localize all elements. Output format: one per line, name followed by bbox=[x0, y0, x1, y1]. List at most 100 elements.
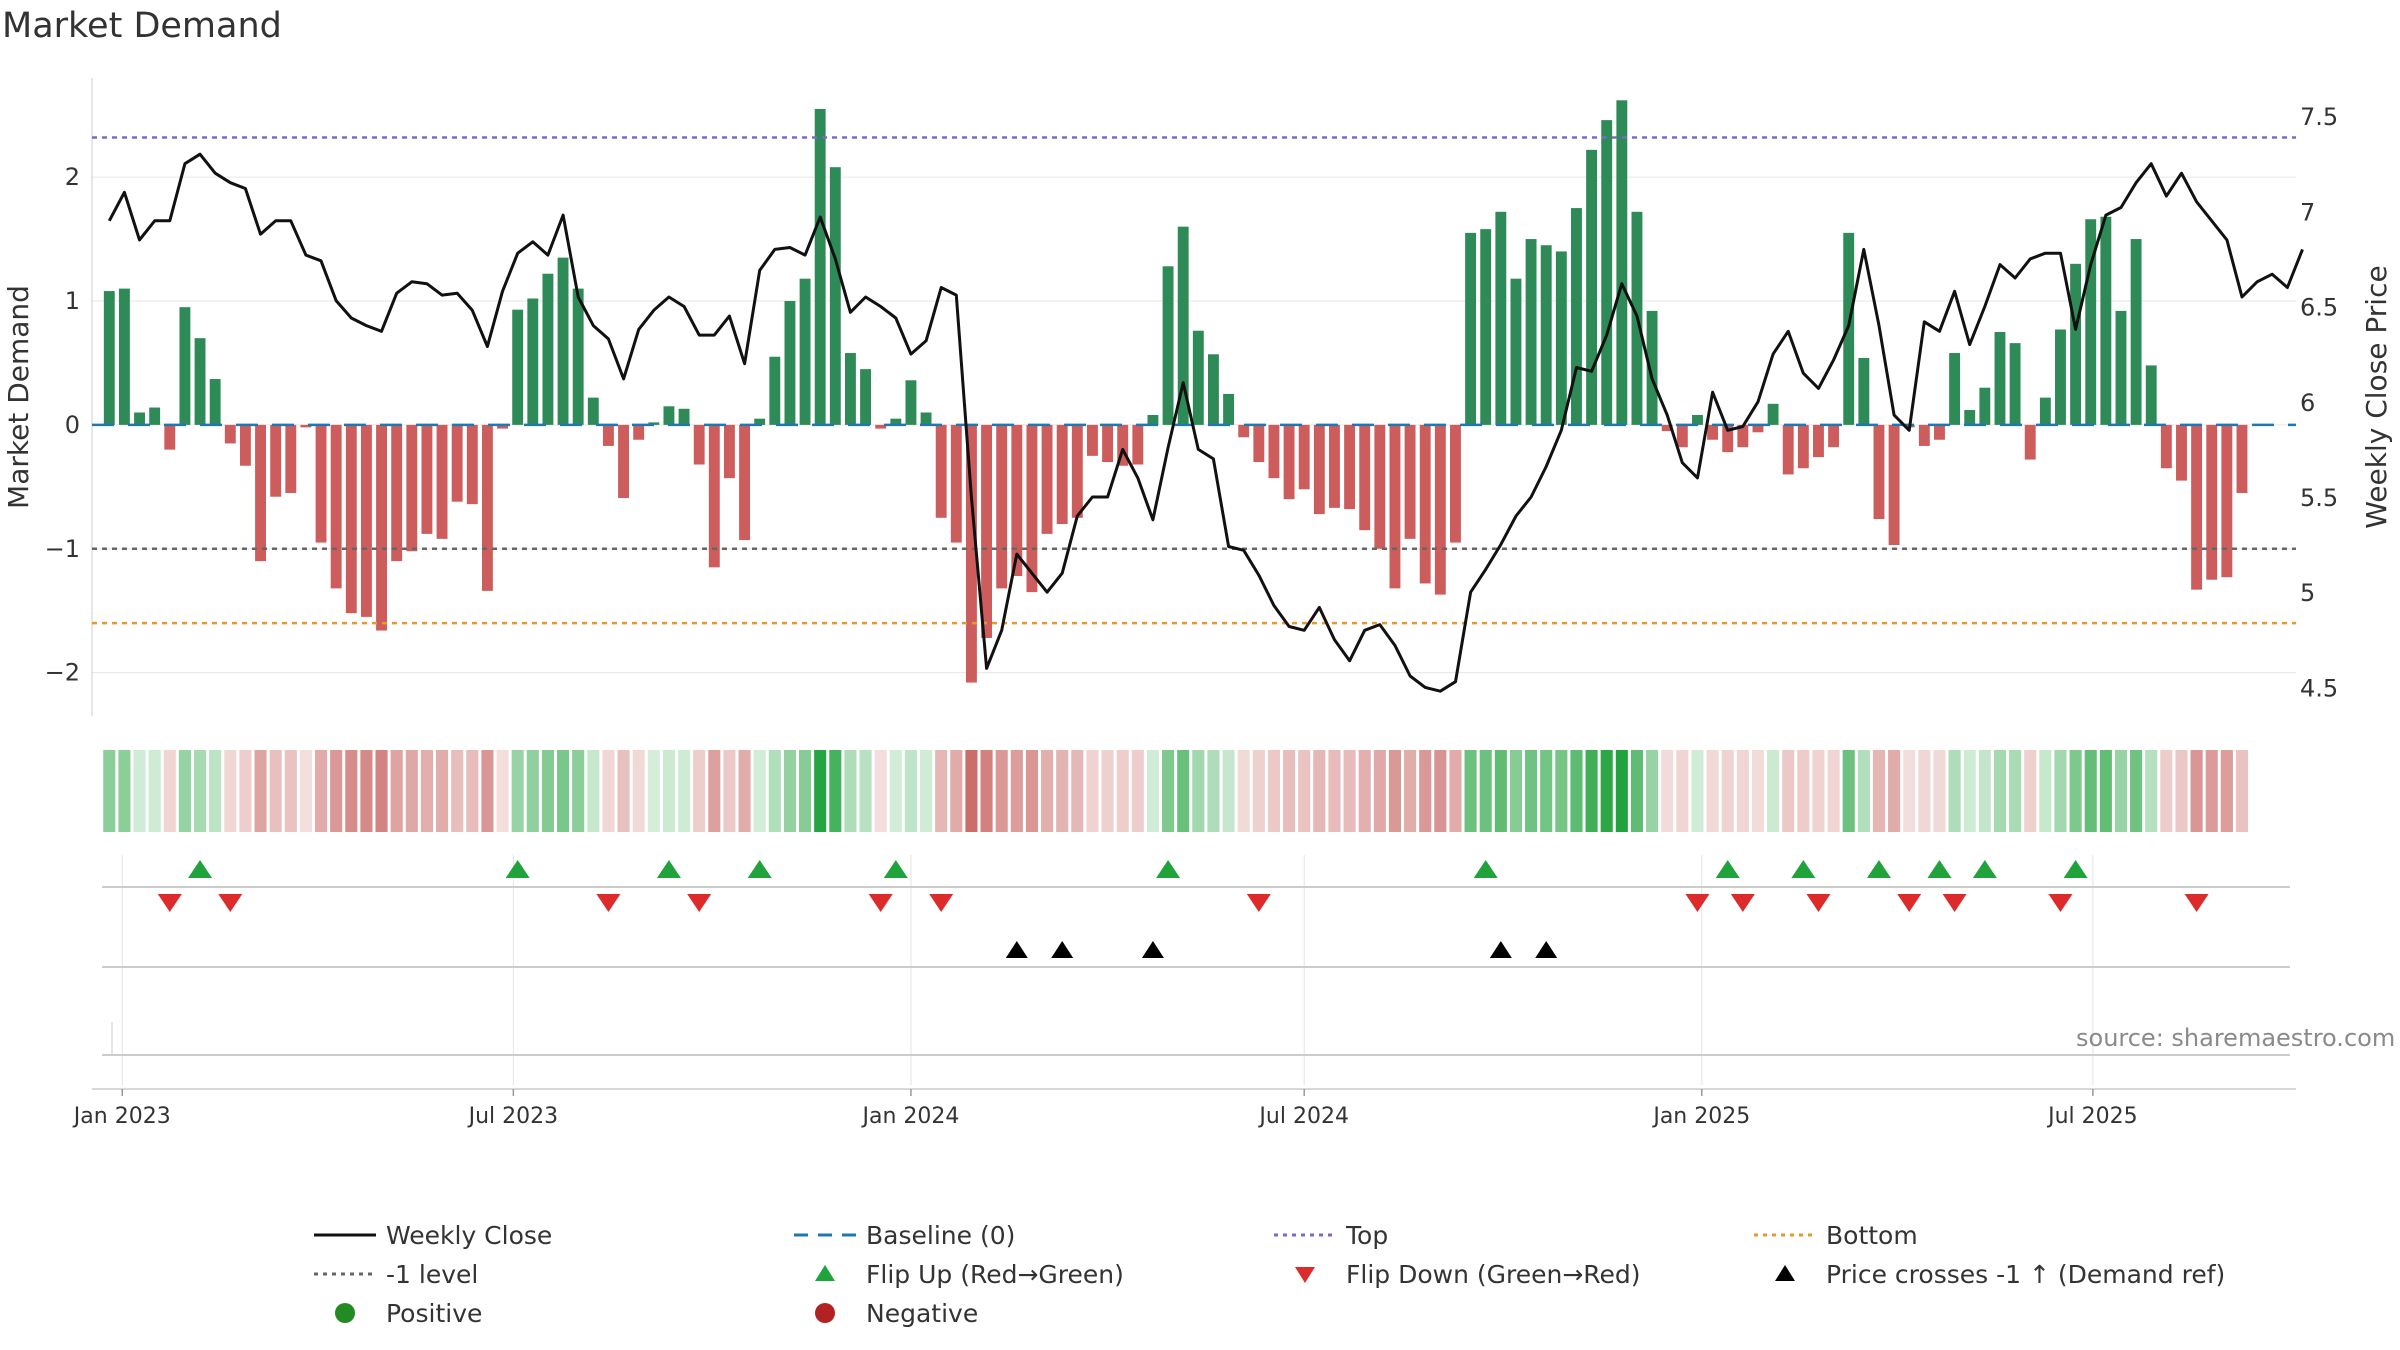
demand-bar bbox=[1525, 239, 1537, 425]
legend-item-minus1: -1 level bbox=[310, 1257, 478, 1291]
heat-cell bbox=[1101, 750, 1114, 832]
demand-bar bbox=[920, 412, 932, 425]
heat-cell bbox=[420, 750, 433, 832]
legend-swatch-baseline bbox=[794, 1233, 856, 1237]
heat-cell bbox=[1056, 750, 1069, 832]
demand-bar bbox=[1949, 353, 1961, 425]
demand-bar bbox=[497, 424, 508, 429]
demand-bar bbox=[1162, 266, 1174, 425]
demand-bar bbox=[194, 338, 206, 425]
heat-cell bbox=[1540, 750, 1553, 832]
demand-bar bbox=[1177, 226, 1189, 425]
demand-bar bbox=[436, 424, 448, 539]
legend-swatch-weekly-close bbox=[314, 1233, 376, 1237]
demand-bar bbox=[466, 424, 478, 505]
demand-bar bbox=[557, 257, 569, 425]
heat-cell bbox=[1615, 750, 1628, 832]
flip-down-marker bbox=[868, 894, 893, 912]
legend-swatch-top bbox=[1274, 1233, 1336, 1237]
heat-cell bbox=[1192, 750, 1205, 832]
demand-bar bbox=[1964, 410, 1976, 425]
demand-bar bbox=[1571, 208, 1582, 425]
demand-bar bbox=[935, 424, 947, 518]
heat-cell bbox=[1449, 750, 1462, 832]
heat-cell bbox=[617, 750, 630, 832]
demand-bar bbox=[406, 424, 418, 552]
demand-bar bbox=[1192, 330, 1204, 425]
demand-bar bbox=[1918, 424, 1930, 446]
legend-label-weekly-close: Weekly Close bbox=[386, 1220, 553, 1250]
heat-cell bbox=[768, 750, 781, 832]
demand-bar bbox=[1404, 424, 1416, 539]
price-cross-marker bbox=[1489, 941, 1512, 958]
heat-cell bbox=[511, 750, 524, 832]
demand-bar bbox=[255, 424, 266, 562]
heat-cell bbox=[193, 750, 207, 832]
legend-item-flip-down: Flip Down (Green→Red) bbox=[1270, 1257, 1641, 1291]
heat-cell bbox=[2039, 750, 2052, 832]
heat-cell bbox=[1041, 750, 1054, 832]
demand-bar bbox=[391, 424, 403, 562]
heat-cell bbox=[314, 750, 328, 832]
flip-up-marker bbox=[747, 860, 772, 878]
demand-bar bbox=[1434, 424, 1446, 595]
heat-cell bbox=[1751, 750, 1765, 832]
demand-bar bbox=[330, 424, 342, 589]
y2-tick-label: 4.5 bbox=[2300, 674, 2338, 702]
demand-bar bbox=[134, 412, 145, 425]
flip-down-marker bbox=[929, 894, 954, 912]
heat-cell bbox=[1313, 750, 1326, 832]
demand-bar bbox=[678, 408, 690, 425]
demand-bar bbox=[1026, 424, 1038, 593]
heat-cell bbox=[330, 750, 343, 832]
heat-cell bbox=[2024, 750, 2037, 832]
heat-cell bbox=[1842, 750, 1855, 832]
heat-cell bbox=[1267, 750, 1280, 832]
demand-bar bbox=[1646, 310, 1658, 425]
demand-bar bbox=[1011, 424, 1023, 577]
heat-cell bbox=[2175, 750, 2188, 832]
heat-cell bbox=[239, 750, 252, 832]
demand-bar bbox=[1616, 100, 1628, 425]
heat-cell bbox=[662, 750, 675, 832]
demand-bar bbox=[618, 424, 629, 498]
demand-bar bbox=[481, 424, 493, 591]
heat-cell bbox=[1358, 750, 1371, 832]
demand-bar bbox=[1071, 424, 1083, 518]
demand-bar bbox=[1994, 331, 2006, 425]
demand-bar bbox=[1586, 149, 1598, 425]
heat-cell bbox=[1146, 750, 1159, 832]
heat-cell bbox=[2205, 750, 2218, 832]
demand-bar bbox=[1268, 424, 1280, 479]
heat-cell bbox=[1600, 750, 1613, 832]
demand-bar bbox=[1692, 414, 1703, 425]
y2-axis-title: Weekly Close Price bbox=[2360, 265, 2393, 528]
legend-swatch-bottom bbox=[1754, 1233, 1816, 1237]
demand-bar bbox=[2009, 343, 2021, 425]
heat-cell bbox=[405, 750, 418, 832]
legend-item-baseline: Baseline (0) bbox=[790, 1218, 1015, 1252]
y2-tick-label: 5.5 bbox=[2300, 484, 2338, 512]
heat-cell bbox=[1812, 750, 1825, 832]
legend-swatch-price-cross bbox=[1775, 1265, 1795, 1281]
heat-cell bbox=[783, 750, 796, 832]
heat-cell bbox=[602, 750, 615, 832]
heat-cell bbox=[678, 750, 691, 832]
demand-bar bbox=[179, 307, 191, 425]
demand-bar bbox=[1359, 424, 1371, 531]
demand-bar bbox=[602, 424, 614, 446]
legend-swatch-positive bbox=[335, 1303, 355, 1323]
heat-cell bbox=[950, 750, 963, 832]
flip-down-marker bbox=[1942, 894, 1967, 912]
heat-cell bbox=[1661, 750, 1674, 832]
demand-bar bbox=[769, 356, 781, 425]
heat-cell bbox=[148, 750, 161, 832]
heat-cell bbox=[1797, 750, 1810, 832]
legend-label-flip-up: Flip Up (Red→Green) bbox=[866, 1259, 1124, 1289]
heat-cell bbox=[738, 750, 751, 832]
legend-label-flip-down: Flip Down (Green→Red) bbox=[1346, 1259, 1641, 1289]
heat-cell bbox=[299, 750, 312, 832]
y-axis-title: Market Demand bbox=[2, 285, 35, 509]
demand-bar bbox=[315, 424, 327, 543]
demand-bar bbox=[376, 424, 387, 631]
